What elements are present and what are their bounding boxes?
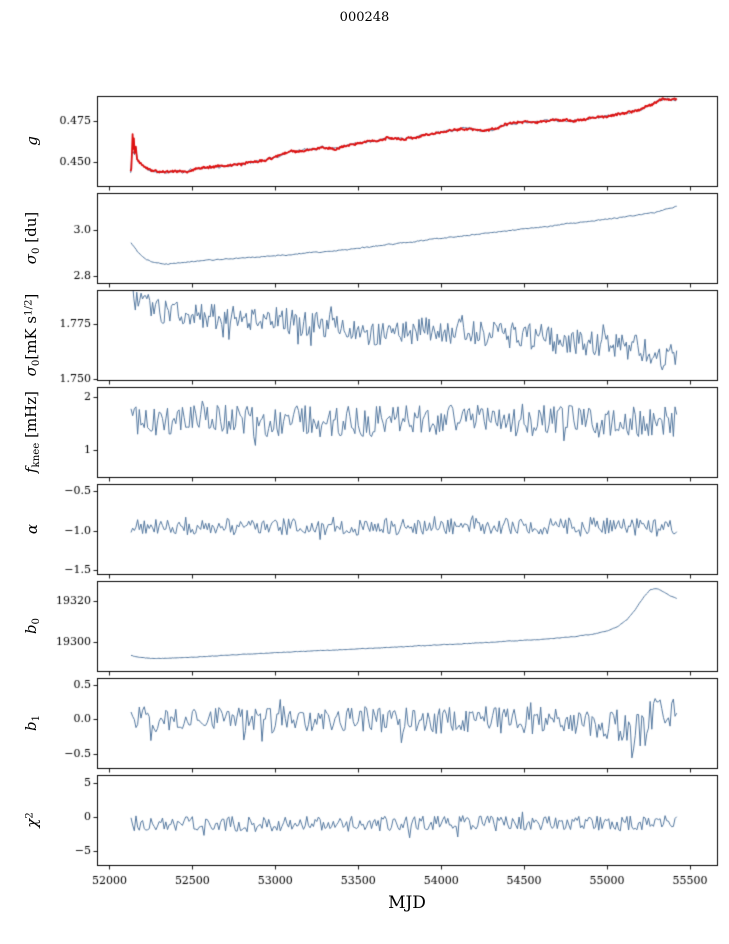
panel-b1-canvas bbox=[56, 677, 729, 774]
ylabel-chi2: χ2 bbox=[0, 774, 56, 871]
panel-chi2: χ2 bbox=[0, 774, 729, 871]
ylabel-b1: b1 bbox=[0, 677, 56, 774]
panel-fknee-canvas bbox=[56, 386, 729, 483]
x-axis-label: MJD bbox=[388, 893, 426, 913]
panel-alpha-canvas bbox=[56, 483, 729, 580]
panel-sigma0-du: σ0 [du] bbox=[0, 192, 729, 289]
ylabel-sigma0-du-text: σ0 [du] bbox=[22, 211, 43, 264]
figure-header: 000248 bbox=[0, 0, 729, 95]
ylabel-b0: b0 bbox=[0, 580, 56, 677]
ylabel-b1-text: b1 bbox=[22, 714, 43, 731]
panel-gain: g bbox=[0, 95, 729, 192]
ylabel-sigma0-du: σ0 [du] bbox=[0, 192, 56, 289]
ylabel-alpha: α bbox=[0, 483, 56, 580]
ylabel-chi2-text: χ2 bbox=[23, 811, 42, 828]
panel-sigma0-du-canvas bbox=[56, 192, 729, 289]
panel-b0-canvas bbox=[56, 580, 729, 677]
figure: 000248 g σ0 [du] σ0[mK s1/2] fknee [mHz]… bbox=[0, 0, 729, 913]
ylabel-gain: g bbox=[0, 95, 56, 192]
ylabel-sigma0-mks-text: σ0[mK s1/2] bbox=[22, 293, 43, 376]
panel-sigma0-mks-canvas bbox=[56, 289, 729, 386]
panel-fknee: fknee [mHz] bbox=[0, 386, 729, 483]
ylabel-fknee-text: fknee [mHz] bbox=[22, 390, 43, 473]
x-axis-row bbox=[0, 871, 729, 891]
panel-sigma0-mks: σ0[mK s1/2] bbox=[0, 289, 729, 386]
panel-gain-canvas bbox=[56, 95, 729, 192]
ylabel-alpha-text: α bbox=[23, 523, 42, 534]
ylabel-fknee: fknee [mHz] bbox=[0, 386, 56, 483]
panel-chi2-canvas bbox=[56, 774, 729, 871]
panel-alpha: α bbox=[0, 483, 729, 580]
x-axis-tick-labels bbox=[56, 871, 729, 891]
figure-title: 000248 bbox=[339, 10, 390, 25]
ylabel-b0-text: b0 bbox=[22, 617, 43, 634]
x-axis-spacer bbox=[0, 871, 56, 891]
panel-b1: b1 bbox=[0, 677, 729, 774]
ylabel-sigma0-mks: σ0[mK s1/2] bbox=[0, 289, 56, 386]
panel-b0: b0 bbox=[0, 580, 729, 677]
ylabel-gain-text: g bbox=[23, 135, 42, 146]
